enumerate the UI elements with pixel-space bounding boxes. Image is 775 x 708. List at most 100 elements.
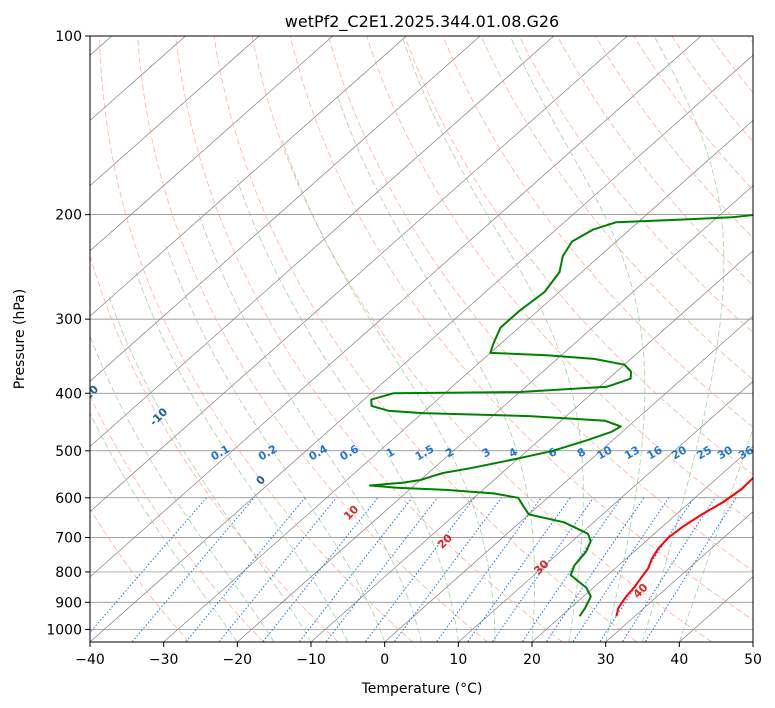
y-tick-label: 600: [55, 491, 82, 507]
x-tick-label: −10: [296, 652, 326, 668]
isotherm: [90, 36, 334, 252]
x-tick-label: −30: [149, 652, 179, 668]
x-tick-label: 30: [597, 652, 615, 668]
mixing-ratio-line: [325, 497, 438, 642]
adiabat-labels: 0.10.20.40.611.52346810131620253036-100-…: [78, 382, 756, 601]
dry-adiabat: [90, 507, 190, 642]
dry-adiabat-label: 10: [341, 502, 361, 522]
moist-adiabat: [198, 214, 422, 642]
moist-adiabat: [90, 334, 275, 642]
y-axis: 1000 900 800 700 600 500 400 300 200 100: [46, 29, 90, 638]
dry-adiabat: [633, 36, 753, 191]
y-tick-label: 300: [55, 312, 82, 328]
moist-adiabat: [108, 296, 312, 642]
dry-adiabat: [747, 36, 753, 44]
dry-adiabat: [671, 36, 753, 143]
mixing-ratio-label: 0.1: [209, 442, 232, 463]
mixing-ratio-line: [185, 497, 306, 642]
dry-adiabat: [595, 36, 753, 239]
mixing-ratio-line: [466, 497, 571, 642]
mixing-ratio-line: [393, 497, 502, 642]
isotherm: [90, 36, 260, 187]
mixing-ratio-line: [621, 497, 716, 642]
x-tick-label: 0: [380, 652, 389, 668]
isotherm: [90, 36, 702, 578]
mixing-ratio-label: 0.2: [256, 442, 279, 463]
y-axis-label: Pressure (hPa): [12, 289, 28, 389]
x-tick-label: 20: [523, 652, 541, 668]
mixing-ratio-line: [545, 497, 645, 642]
y-tick-label: 400: [55, 386, 82, 402]
isotherm: [605, 511, 753, 642]
dry-adiabat: [175, 36, 563, 642]
mixing-ratio-line: [644, 497, 737, 642]
mixing-ratio-label: 1.5: [413, 442, 436, 463]
dry-adiabat: [442, 36, 753, 428]
mixing-ratio-line: [364, 497, 475, 642]
isotherm: [310, 250, 753, 642]
mixing-ratio-line: [435, 497, 542, 642]
mixing-ratio-label: 3: [480, 445, 493, 460]
isotherm: [90, 36, 407, 317]
isotherm: [90, 36, 481, 382]
dry-adiabat: [709, 36, 753, 94]
mixing-ratio-label: 13: [622, 443, 642, 462]
dry-adiabat: [557, 36, 753, 286]
temperature-profile: [615, 476, 753, 617]
y-tick-label: 700: [55, 531, 82, 547]
mixing-ratio-label: 8: [575, 445, 588, 460]
x-tick-label: 10: [449, 652, 467, 668]
mixing-ratio-line: [491, 497, 594, 642]
dry-adiabat-label: 0: [254, 473, 269, 488]
isotherm: [458, 380, 753, 642]
mixing-ratio-line: [262, 497, 379, 642]
isotherm: [384, 315, 753, 642]
profile-lines: [369, 214, 753, 617]
moist-adiabat: [336, 93, 535, 642]
isotherm: [90, 36, 628, 513]
mixing-ratio-label: 0.6: [338, 442, 362, 463]
dry-adiabat-label: -20: [78, 382, 101, 405]
dry-adiabat: [213, 36, 638, 642]
x-tick-label: 40: [670, 652, 688, 668]
mixing-ratio-line: [298, 497, 413, 642]
isotherm: [531, 445, 753, 642]
x-tick-label: 50: [744, 652, 762, 668]
mixing-ratio-line: [218, 497, 337, 642]
mixing-ratio-label: 0.4: [306, 442, 330, 463]
moist-adiabat: [401, 36, 584, 642]
y-tick-label: 1000: [46, 622, 82, 638]
mixing-ratio-line: [572, 497, 670, 642]
moist-adiabat: [282, 140, 496, 642]
x-tick-label: −20: [223, 652, 253, 668]
dry-adiabat: [251, 36, 712, 642]
isotherm: [752, 641, 753, 642]
moist-adiabat: [509, 36, 646, 642]
dewpoint-profile: [369, 214, 753, 617]
y-tick-label: 100: [55, 29, 82, 45]
y-tick-label: 200: [55, 208, 82, 224]
mixing-ratio-label: 30: [715, 443, 735, 462]
isotherm: [163, 119, 753, 642]
moist-adiabat: [135, 271, 349, 642]
y-tick-label: 900: [55, 595, 82, 611]
dry-adiabat: [404, 36, 753, 476]
mixing-ratio-label: 36: [736, 443, 756, 462]
isotherm: [237, 185, 753, 642]
isotherm: [90, 54, 753, 642]
dry-adiabat: [137, 36, 488, 642]
moist-adiabat: [236, 180, 459, 642]
dry-adiabat: [99, 36, 414, 642]
dry-adiabat: [480, 36, 753, 381]
y-tick-label: 500: [55, 444, 82, 460]
x-tick-label: −40: [75, 652, 105, 668]
dry-adiabat-label: -10: [147, 405, 170, 428]
background-lines: [90, 36, 753, 642]
moist-adiabat: [642, 36, 725, 642]
dry-adiabat: [328, 36, 753, 572]
mixing-ratio-line: [131, 497, 255, 642]
dry-adiabat: [366, 36, 753, 524]
mixing-ratio-label: 1: [384, 445, 397, 460]
moist-adiabat: [165, 244, 386, 642]
